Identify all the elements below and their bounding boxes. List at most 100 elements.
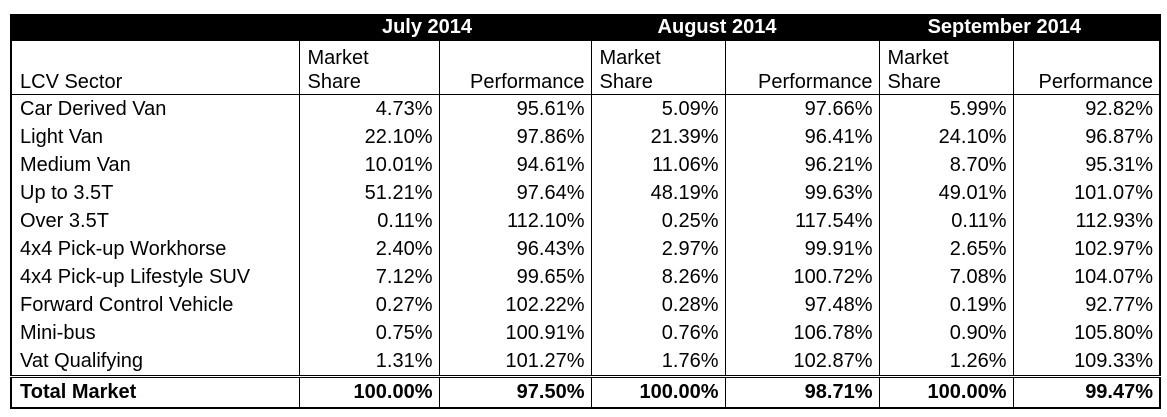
table-row: Medium Van 10.01% 94.61% 11.06% 96.21% 8.70% 9… [10, 151, 1162, 179]
table-row: Vat Qualifying 1.31% 101.27% 1.76% 102.87% 1.… [10, 347, 1162, 377]
sector-name: Over 3.5T [10, 207, 299, 235]
sector-name: Forward Control Vehicle [10, 291, 299, 319]
performance-august-cell: 117.54% [724, 207, 880, 235]
lcv-table-container: July 2014 August 2014 September 2014 LCV… [10, 14, 1162, 409]
performance-july-cell: 97.64% [438, 179, 592, 207]
market-share-july-cell: 0.27% [298, 291, 439, 319]
performance-july-cell: 102.22% [438, 291, 592, 319]
performance-september-cell: 92.77% [1012, 291, 1162, 319]
performance-july-cell: 96.43% [438, 235, 592, 263]
market-share-august-cell: 0.25% [590, 207, 726, 235]
sector-name: 4x4 Pick-up Workhorse [10, 235, 299, 263]
lcv-sector-table: July 2014 August 2014 September 2014 LCV… [10, 14, 1162, 409]
market-share-september-cell: 0.90% [878, 319, 1014, 347]
performance-july-cell: 100.91% [438, 319, 592, 347]
performance-august-cell: 96.21% [724, 151, 880, 179]
performance-july-cell: 94.61% [438, 151, 592, 179]
performance-header-july: Performance [438, 41, 592, 95]
market-share-july-cell: 22.10% [298, 123, 439, 151]
performance-september-cell: 95.31% [1012, 151, 1162, 179]
sector-name: Light Van [10, 123, 299, 151]
market-share-july-cell: 0.11% [298, 207, 439, 235]
market-share-july-cell: 1.31% [298, 347, 439, 377]
table-row: 4x4 Pick-up Lifestyle SUV 7.12% 99.65% 8.26… [10, 263, 1162, 291]
market-share-july-cell: 10.01% [298, 151, 439, 179]
market-share-july-cell: 0.75% [298, 319, 439, 347]
market-share-july-cell: 4.73% [298, 94, 439, 123]
market-share-august-cell: 2.97% [590, 235, 726, 263]
market-share-august-cell: 0.76% [590, 319, 726, 347]
performance-september-cell: 112.93% [1012, 207, 1162, 235]
total-market-share-september: 100.00% [878, 375, 1014, 409]
performance-july-cell: 95.61% [438, 94, 592, 123]
total-market-share-july: 100.00% [298, 375, 439, 409]
month-header-july: July 2014 [298, 14, 592, 41]
market-share-august-cell: 21.39% [590, 123, 726, 151]
market-share-header-august: Market Share [590, 41, 726, 95]
sector-name: Medium Van [10, 151, 299, 179]
table-row: Up to 3.5T 51.21% 97.64% 48.19% 99.63% 49.01%… [10, 179, 1162, 207]
market-share-september-cell: 49.01% [878, 179, 1014, 207]
table-row: Over 3.5T 0.11% 112.10% 0.25% 117.54% 0.11% 11… [10, 207, 1162, 235]
month-header-september: September 2014 [878, 14, 1162, 41]
total-performance-august: 98.71% [724, 375, 880, 409]
sector-name: Up to 3.5T [10, 179, 299, 207]
month-header-row: July 2014 August 2014 September 2014 [10, 14, 1162, 41]
total-market-share-august: 100.00% [590, 375, 726, 409]
performance-august-cell: 99.91% [724, 235, 880, 263]
market-share-september-cell: 24.10% [878, 123, 1014, 151]
table-row: Forward Control Vehicle 0.27% 102.22% 0.28%… [10, 291, 1162, 319]
table-body: Car Derived Van 4.73% 95.61% 5.09% 97.66% 5.9… [10, 94, 1162, 377]
performance-july-cell: 99.65% [438, 263, 592, 291]
performance-august-cell: 97.66% [724, 94, 880, 123]
market-share-july-cell: 7.12% [298, 263, 439, 291]
market-share-september-cell: 8.70% [878, 151, 1014, 179]
performance-september-cell: 96.87% [1012, 123, 1162, 151]
table-row: Light Van 22.10% 97.86% 21.39% 96.41% 24.10% 9… [10, 123, 1162, 151]
total-label: Total Market [10, 375, 299, 409]
performance-august-cell: 96.41% [724, 123, 880, 151]
performance-july-cell: 101.27% [438, 347, 592, 377]
performance-august-cell: 97.48% [724, 291, 880, 319]
market-share-august-cell: 11.06% [590, 151, 726, 179]
performance-september-cell: 92.82% [1012, 94, 1162, 123]
market-share-september-cell: 0.19% [878, 291, 1014, 319]
sector-name: Vat Qualifying [10, 347, 299, 377]
sector-name: 4x4 Pick-up Lifestyle SUV [10, 263, 299, 291]
market-share-august-cell: 0.28% [590, 291, 726, 319]
performance-september-cell: 101.07% [1012, 179, 1162, 207]
performance-july-cell: 112.10% [438, 207, 592, 235]
market-share-header-september: Market Share [878, 41, 1014, 95]
performance-september-cell: 109.33% [1012, 347, 1162, 377]
total-row: Total Market 100.00% 97.50% 100.00% 98.7… [10, 375, 1162, 409]
market-share-august-cell: 48.19% [590, 179, 726, 207]
month-header-august: August 2014 [590, 14, 880, 41]
performance-august-cell: 100.72% [724, 263, 880, 291]
performance-september-cell: 104.07% [1012, 263, 1162, 291]
month-header-blank [10, 14, 300, 41]
performance-july-cell: 97.86% [438, 123, 592, 151]
market-share-august-cell: 5.09% [590, 94, 726, 123]
sector-name: Car Derived Van [10, 94, 299, 123]
performance-september-cell: 105.80% [1012, 319, 1162, 347]
total-performance-july: 97.50% [438, 375, 592, 409]
table-row: Mini-bus 0.75% 100.91% 0.76% 106.78% 0.90% 105… [10, 319, 1162, 347]
total-performance-september: 99.47% [1012, 375, 1162, 409]
market-share-september-cell: 7.08% [878, 263, 1014, 291]
sector-column-header: LCV Sector [10, 41, 299, 95]
sector-name: Mini-bus [10, 319, 299, 347]
market-share-july-cell: 2.40% [298, 235, 439, 263]
table-row: 4x4 Pick-up Workhorse 2.40% 96.43% 2.97% 99.… [10, 235, 1162, 263]
market-share-september-cell: 0.11% [878, 207, 1014, 235]
market-share-september-cell: 2.65% [878, 235, 1014, 263]
performance-august-cell: 102.87% [724, 347, 880, 377]
performance-header-august: Performance [724, 41, 880, 95]
market-share-header-july: Market Share [298, 41, 439, 95]
market-share-september-cell: 5.99% [878, 94, 1014, 123]
performance-header-september: Performance [1012, 41, 1162, 95]
market-share-september-cell: 1.26% [878, 347, 1014, 377]
market-share-july-cell: 51.21% [298, 179, 439, 207]
performance-august-cell: 99.63% [724, 179, 880, 207]
performance-september-cell: 102.97% [1012, 235, 1162, 263]
column-header-row: LCV Sector Market Share Performance Marke… [10, 41, 1162, 95]
